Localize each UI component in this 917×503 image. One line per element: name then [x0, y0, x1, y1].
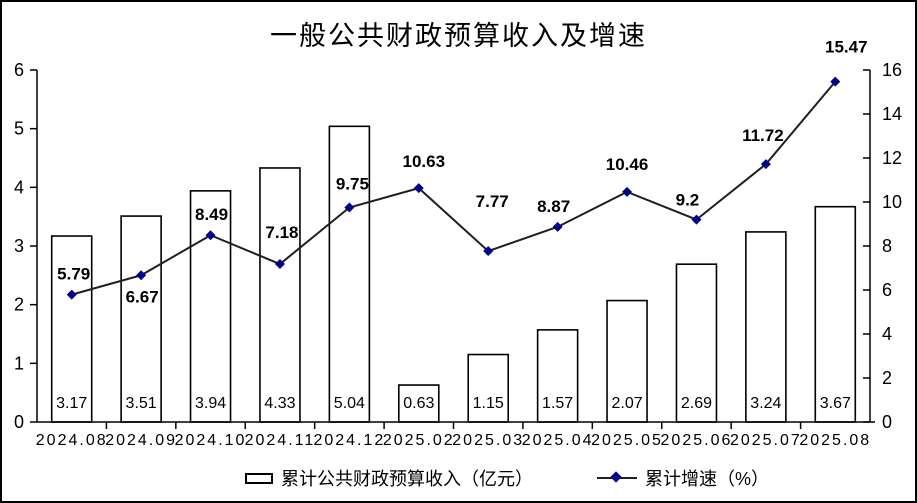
bar-value-label: 5.04 [334, 395, 365, 412]
axes [30, 69, 875, 429]
left-axis-tick-label: 4 [14, 177, 24, 197]
line-value-label: 7.18 [265, 223, 298, 242]
x-axis-category-label: 2025.06 [661, 432, 733, 449]
bar [120, 215, 162, 423]
line-value-label: 10.46 [606, 155, 649, 174]
right-axis-tick-label: 2 [882, 368, 892, 388]
right-axis-tick-label: 14 [882, 104, 902, 124]
line-value-label: 7.77 [476, 192, 509, 211]
bar-value-label: 0.63 [403, 395, 434, 412]
left-axis-tick-label: 1 [14, 353, 24, 373]
left-axis-tick-label: 6 [14, 60, 24, 80]
line-value-label: 9.2 [676, 191, 700, 210]
bar [189, 190, 232, 423]
x-axis-category-label: 2025.05 [591, 432, 663, 449]
line-value-label: 11.72 [742, 126, 784, 145]
right-axis-tick-label: 16 [882, 60, 902, 80]
right-axis-tick-label: 8 [882, 236, 892, 256]
bar [397, 384, 440, 423]
x-axis-category-label: 2025.02 [383, 432, 455, 449]
left-axis-tick-label: 0 [14, 412, 24, 432]
bar-value-label: 3.94 [195, 395, 226, 412]
chart-title: 一般公共财政预算收入及增速 [270, 21, 647, 51]
bar [814, 205, 857, 423]
bar [328, 125, 371, 423]
x-axis-category-label: 2024.09 [105, 432, 177, 449]
x-axis-category-label: 2024.10 [175, 432, 247, 449]
legend-item-growth: 累计增速（%） [597, 468, 770, 489]
left-axis-tick-label: 5 [14, 119, 24, 139]
bar-value-label: 3.67 [820, 395, 851, 412]
diamond-marker [274, 259, 285, 270]
bar-value-label: 2.69 [681, 395, 712, 412]
x-axis-category-label: 2025.07 [730, 432, 802, 449]
line-value-label: 15.47 [825, 38, 868, 57]
diamond-marker [552, 221, 563, 232]
bar-value-label: 1.57 [542, 395, 573, 412]
bar-value-label: 3.51 [126, 395, 157, 412]
right-axis-tick-label: 12 [882, 148, 902, 168]
legend-item-revenue: 累计公共财政预算收入（亿元） [245, 468, 533, 489]
growth-line [71, 81, 837, 296]
right-axis-tick-label: 0 [882, 412, 892, 432]
x-axis-category-label: 2025.08 [799, 432, 871, 449]
bar-value-label: 2.07 [611, 395, 642, 412]
line-value-label: 8.87 [537, 197, 570, 216]
diamond-marker [413, 183, 424, 194]
x-axis-category-label: 2025.03 [452, 432, 524, 449]
right-axis-tick-label: 4 [882, 324, 892, 344]
bar [259, 167, 301, 423]
bar-value-label: 4.33 [264, 395, 295, 412]
diamond-marker [344, 202, 355, 213]
diamond-marker [205, 230, 216, 241]
line-swatch-icon [597, 471, 637, 483]
line-value-label: 9.75 [336, 175, 369, 194]
diamond-marker [691, 214, 702, 225]
line-value-label: 10.63 [403, 152, 446, 171]
bar [50, 235, 93, 423]
bar-value-label: 3.24 [750, 395, 781, 412]
bar-swatch-icon [245, 472, 273, 484]
legend-label-revenue: 累计公共财政预算收入（亿元） [281, 469, 533, 489]
diamond-marker [830, 76, 841, 87]
legend-label-growth: 累计增速（%） [645, 469, 770, 489]
x-axis-category-label: 2025.04 [522, 432, 594, 449]
diamond-marker [483, 246, 494, 257]
line-value-label: 8.49 [195, 205, 228, 224]
line-value-label: 5.79 [57, 265, 90, 284]
x-axis-category-label: 2024.11 [245, 432, 316, 449]
left-axis-tick-label: 2 [14, 295, 24, 315]
right-axis-tick-label: 10 [882, 192, 902, 212]
diamond-marker [136, 270, 147, 281]
bar [467, 353, 510, 423]
left-axis-tick-label: 3 [14, 236, 24, 256]
right-axis-tick-label: 6 [882, 280, 892, 300]
bar-value-label: 3.17 [56, 395, 87, 412]
x-axis-category-label: 2024.08 [36, 432, 108, 449]
x-axis-category-label: 2024.12 [313, 432, 385, 449]
line-series: 5.79 6.67 8.49 7.18 9.75 10.63 7.77 8.87 10.46 9.… [57, 38, 867, 307]
bar-value-label: 1.15 [473, 395, 504, 412]
bars-series: 3.17 3.51 3.94 4.33 5.04 0.63 1.15 1.57 2.07 2.69… [50, 125, 857, 423]
diamond-marker [66, 289, 77, 300]
bar [745, 231, 787, 423]
diamond-marker [622, 186, 633, 197]
diamond-marker-icon [610, 471, 622, 483]
line-value-label: 6.67 [126, 287, 159, 306]
diamond-marker [760, 159, 771, 170]
